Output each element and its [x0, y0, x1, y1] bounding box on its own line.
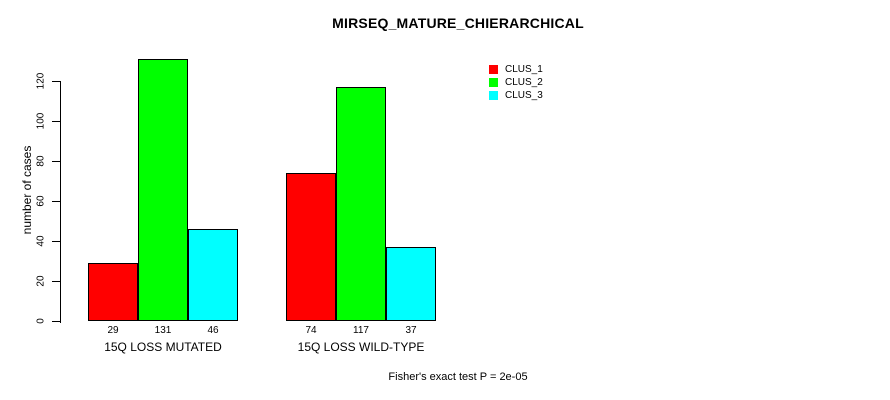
legend-color-swatch-icon [489, 78, 498, 87]
y-axis-tick [52, 121, 60, 122]
legend-item: CLUS_1 [489, 63, 543, 76]
legend-item-label: CLUS_2 [505, 77, 543, 88]
y-axis-tick-label: 20 [35, 275, 47, 287]
y-axis-tick-label: 40 [35, 235, 47, 247]
bar-clus_3 [188, 229, 238, 321]
y-axis-tick-label: 120 [35, 72, 47, 90]
x-axis-category-label: 15Q LOSS MUTATED [104, 340, 222, 354]
legend-item: CLUS_3 [489, 89, 543, 102]
y-axis-line [60, 81, 61, 323]
bar-value-label: 117 [353, 325, 369, 336]
y-axis-tick [52, 321, 60, 322]
bar-value-label: 131 [154, 325, 172, 336]
bar-clus_2 [138, 59, 188, 321]
legend-color-swatch-icon [489, 91, 498, 100]
chart-legend: CLUS_1 CLUS_2 CLUS_3 [489, 63, 543, 102]
bar-clus_3 [386, 247, 436, 321]
y-axis-tick-label: 60 [35, 195, 47, 207]
legend-color-swatch-icon [489, 65, 498, 74]
x-axis-category-label: 15Q LOSS WILD-TYPE [297, 340, 425, 354]
y-axis-tick-label: 80 [35, 155, 47, 167]
bar-clus_2 [336, 87, 386, 321]
y-axis-tick [52, 81, 60, 82]
chart-title: MIRSEQ_MATURE_CHIERARCHICAL [332, 15, 584, 31]
legend-item: CLUS_2 [489, 76, 543, 89]
legend-item-label: CLUS_3 [505, 90, 543, 101]
y-axis-label: number of cases [20, 145, 34, 235]
y-axis-tick [52, 161, 60, 162]
bar-clus_1 [286, 173, 336, 321]
bar-value-label: 37 [405, 325, 417, 336]
legend-item-label: CLUS_1 [505, 64, 543, 75]
y-axis-tick [52, 241, 60, 242]
annotation-text: Fisher's exact test P = 2e-05 [388, 371, 528, 383]
y-axis-tick [52, 201, 60, 202]
bar-value-label: 29 [107, 325, 119, 336]
y-axis-tick-label: 100 [35, 112, 47, 130]
bar-clus_1 [88, 263, 138, 321]
y-axis-tick [52, 281, 60, 282]
bar-value-label: 74 [305, 325, 317, 336]
y-axis-tick-label: 0 [35, 318, 47, 324]
bar-value-label: 46 [207, 325, 219, 336]
